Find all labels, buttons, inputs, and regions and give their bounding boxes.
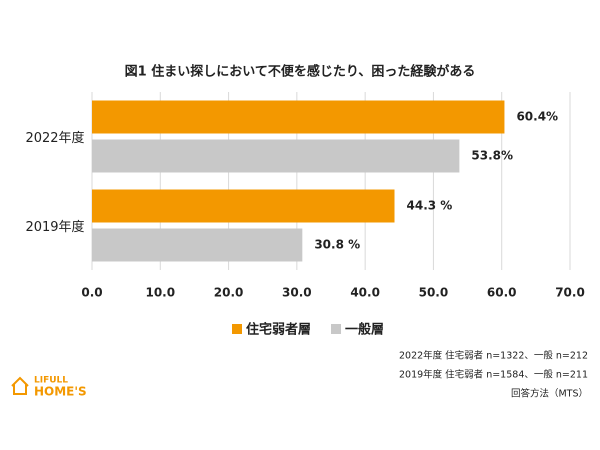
chart-title: 図1 住まい探しにおいて不便を感じたり、困った経験がある xyxy=(125,64,476,80)
legend-swatch xyxy=(232,324,242,334)
bar xyxy=(92,139,460,173)
bar xyxy=(92,189,395,223)
legend-label: 住宅弱者層 xyxy=(246,322,311,338)
note: 2019年度 住宅弱者 n=1584、一般 n=211 xyxy=(399,369,588,381)
y-tick-label: 2019年度 xyxy=(25,219,84,235)
x-tick-label: 60.0 xyxy=(487,286,517,300)
x-tick-label: 70.0 xyxy=(555,286,585,300)
x-tick-label: 40.0 xyxy=(350,286,380,300)
value-label: 53.8% xyxy=(471,149,513,163)
value-label: 44.3 % xyxy=(407,199,453,213)
legend-label: 一般層 xyxy=(345,322,384,338)
logo-top: LIFULL xyxy=(34,376,68,386)
x-tick-label: 50.0 xyxy=(419,286,449,300)
logo-bottom: HOME'S xyxy=(34,385,87,399)
x-tick-label: 20.0 xyxy=(214,286,244,300)
x-tick-label: 30.0 xyxy=(282,286,312,300)
note: 2022年度 住宅弱者 n=1322、一般 n=212 xyxy=(399,350,588,362)
x-tick-label: 0.0 xyxy=(81,286,102,300)
legend-swatch xyxy=(331,324,342,334)
value-label: 60.4% xyxy=(516,110,558,124)
y-tick-label: 2022年度 xyxy=(25,130,84,146)
x-tick-label: 10.0 xyxy=(145,286,175,300)
note: 回答方法（MTS） xyxy=(511,388,588,400)
value-label: 30.8 % xyxy=(314,238,360,252)
bar xyxy=(92,100,505,134)
logo-icon xyxy=(11,376,29,395)
logo: LIFULL HOME'S xyxy=(11,376,87,399)
bar xyxy=(92,228,303,262)
